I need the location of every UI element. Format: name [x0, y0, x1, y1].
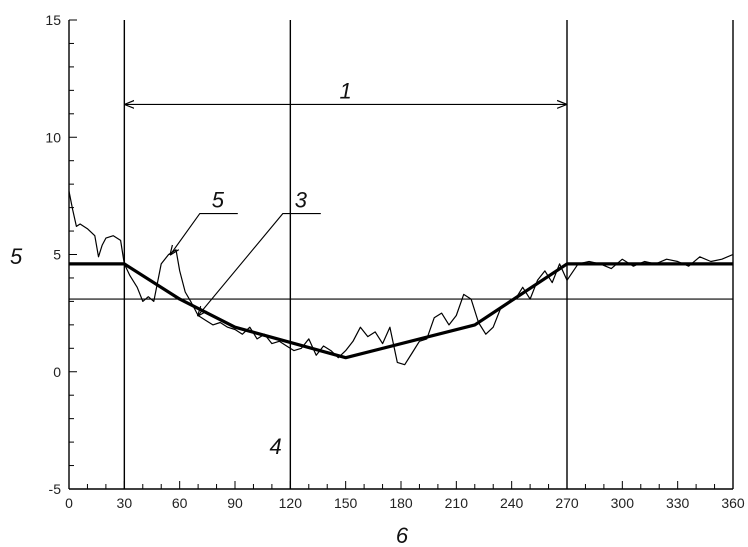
series-layer: [68, 191, 734, 366]
y-tick-label: -5: [49, 481, 62, 497]
leader-line: [198, 213, 321, 316]
x-tick-label: 180: [389, 495, 413, 511]
annotation-label-4: 4: [269, 434, 281, 459]
y-axis-title: 5: [10, 244, 23, 269]
x-tick-label: 90: [227, 495, 243, 511]
x-axis-title: 6: [396, 523, 409, 547]
x-tick-label: 0: [65, 495, 73, 511]
x-tick-label: 300: [611, 495, 635, 511]
x-tick-label: 60: [172, 495, 188, 511]
x-tick-label: 270: [555, 495, 579, 511]
x-tick-label: 120: [279, 495, 303, 511]
measured-series: [68, 191, 734, 366]
piecewise-linear-series: [69, 262, 733, 360]
x-tick-label: 30: [117, 495, 133, 511]
leader-line: [170, 213, 238, 255]
x-tick-label: 150: [334, 495, 358, 511]
x-tick-label: 210: [445, 495, 469, 511]
annotation-label-1: 1: [340, 78, 352, 103]
y-tick-label: 15: [45, 12, 61, 28]
annotation-label-5: 5: [212, 188, 225, 213]
annotation-label-3: 3: [295, 188, 308, 213]
x-tick-label: 360: [721, 495, 745, 511]
y-tick-label: 5: [53, 247, 61, 263]
y-tick-label: 0: [53, 364, 61, 380]
x-tick-label: 240: [500, 495, 524, 511]
y-tick-label: 10: [45, 129, 61, 145]
annotation-layer: 1 3 5 4: [125, 78, 566, 459]
x-tick-label: 330: [666, 495, 690, 511]
